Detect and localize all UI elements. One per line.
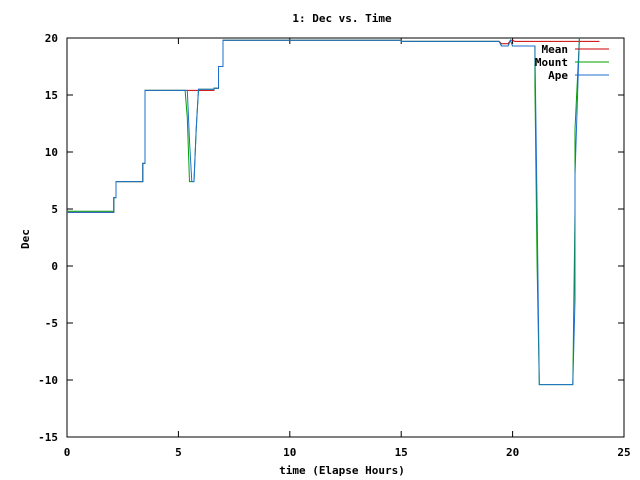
y-tick-label: -10	[38, 374, 58, 387]
y-tick-label: 10	[45, 146, 58, 159]
legend-label-mount: Mount	[535, 56, 568, 69]
chart-title: 1: Dec vs. Time	[292, 12, 392, 25]
series-lines	[67, 37, 600, 386]
y-tick-label: 15	[45, 89, 58, 102]
y-tick-label: -5	[45, 317, 58, 330]
legend-label-mean: Mean	[542, 43, 569, 56]
y-axis-label: Dec	[19, 229, 32, 249]
x-tick-label: 10	[283, 446, 296, 459]
x-tick-label: 5	[175, 446, 182, 459]
axes: 0 5 10 15 20 25 -15 -10 -5 0 5 10 15 20	[38, 32, 631, 459]
legend-label-ape: Ape	[548, 69, 568, 82]
x-axis-label: time (Elapse Hours)	[279, 464, 405, 477]
series-line-mean	[67, 39, 600, 213]
x-tick-label: 15	[395, 446, 408, 459]
y-tick-label: 5	[51, 203, 58, 216]
x-tick-label: 25	[617, 446, 630, 459]
x-tick-label: 20	[506, 446, 519, 459]
y-tick-label: 20	[45, 32, 58, 45]
series-line-ape	[67, 37, 580, 386]
plot-frame	[66, 37, 625, 438]
series-line-mount	[67, 37, 580, 386]
x-tick-label: 0	[64, 446, 71, 459]
y-tick-label: -15	[38, 431, 58, 444]
y-tick-label: 0	[51, 260, 58, 273]
